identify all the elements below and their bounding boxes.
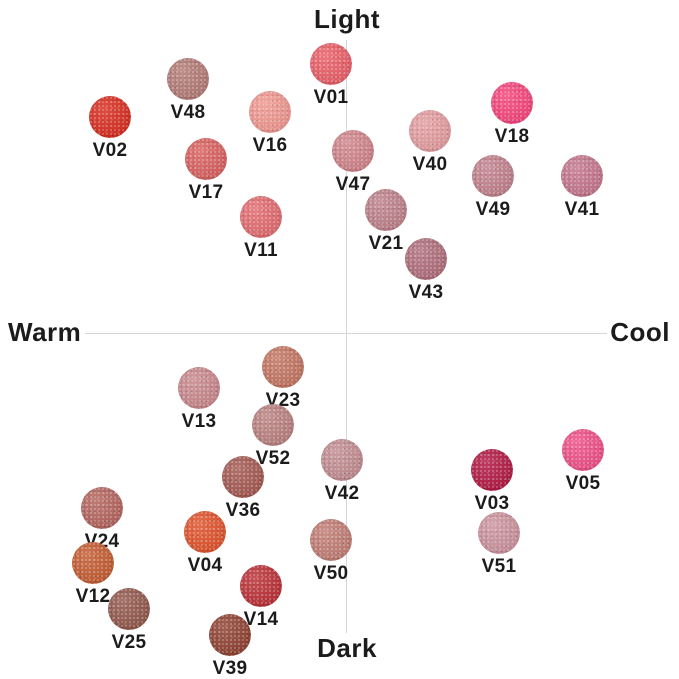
axis-label-light: Light bbox=[313, 4, 381, 34]
swatch-v11: V11 bbox=[240, 196, 282, 262]
swatch-color-circle-v39 bbox=[209, 614, 251, 656]
light-dark-axis-line bbox=[346, 40, 347, 633]
swatch-label-v05: V05 bbox=[565, 473, 601, 494]
swatch-v36: V36 bbox=[222, 456, 264, 522]
swatch-label-v14: V14 bbox=[243, 609, 279, 630]
swatch-v01: V01 bbox=[310, 43, 352, 109]
swatch-label-v04: V04 bbox=[187, 555, 223, 576]
swatch-v21: V21 bbox=[365, 189, 407, 255]
swatch-v16: V16 bbox=[249, 91, 291, 157]
swatch-color-circle-v12 bbox=[72, 542, 114, 584]
swatch-color-circle-v43 bbox=[405, 238, 447, 280]
swatch-v14: V14 bbox=[240, 565, 282, 631]
swatch-v40: V40 bbox=[409, 110, 451, 176]
swatch-color-circle-v49 bbox=[472, 155, 514, 197]
swatch-label-v40: V40 bbox=[412, 154, 448, 175]
swatch-v41: V41 bbox=[561, 155, 603, 221]
swatch-label-v16: V16 bbox=[252, 135, 288, 156]
swatch-color-circle-v21 bbox=[365, 189, 407, 231]
swatch-label-v11: V11 bbox=[244, 240, 278, 261]
swatch-v12: V12 bbox=[72, 542, 114, 608]
swatch-v02: V02 bbox=[89, 96, 131, 162]
swatch-color-circle-v13 bbox=[178, 367, 220, 409]
swatch-label-v42: V42 bbox=[324, 483, 360, 504]
swatch-label-v17: V17 bbox=[188, 182, 224, 203]
swatch-color-circle-v04 bbox=[184, 511, 226, 553]
swatch-v23: V23 bbox=[262, 346, 304, 412]
swatch-label-v41: V41 bbox=[564, 199, 600, 220]
swatch-v04: V04 bbox=[184, 511, 226, 577]
swatch-color-circle-v36 bbox=[222, 456, 264, 498]
swatch-color-circle-v25 bbox=[108, 588, 150, 630]
swatch-v42: V42 bbox=[321, 439, 363, 505]
swatch-label-v52: V52 bbox=[255, 448, 291, 469]
swatch-label-v43: V43 bbox=[408, 282, 444, 303]
swatch-label-v25: V25 bbox=[111, 632, 147, 653]
swatch-v25: V25 bbox=[108, 588, 150, 654]
swatch-label-v18: V18 bbox=[494, 126, 530, 147]
swatch-color-circle-v40 bbox=[409, 110, 451, 152]
axis-label-warm: Warm bbox=[8, 317, 82, 347]
swatch-v48: V48 bbox=[167, 58, 209, 124]
swatch-color-circle-v05 bbox=[562, 429, 604, 471]
swatch-v51: V51 bbox=[478, 512, 520, 578]
swatch-label-v02: V02 bbox=[92, 140, 128, 161]
swatch-color-circle-v03 bbox=[471, 449, 513, 491]
swatch-color-circle-v24 bbox=[81, 487, 123, 529]
swatch-label-v12: V12 bbox=[75, 586, 111, 607]
swatch-color-circle-v51 bbox=[478, 512, 520, 554]
swatch-color-circle-v17 bbox=[185, 138, 227, 180]
swatch-v52: V52 bbox=[252, 404, 294, 470]
swatch-label-v03: V03 bbox=[474, 493, 510, 514]
axis-label-dark: Dark bbox=[317, 633, 377, 663]
swatch-color-circle-v16 bbox=[249, 91, 291, 133]
swatch-v17: V17 bbox=[185, 138, 227, 204]
swatch-v24: V24 bbox=[81, 487, 123, 553]
swatch-color-circle-v42 bbox=[321, 439, 363, 481]
swatch-label-v49: V49 bbox=[475, 199, 511, 220]
swatch-color-circle-v47 bbox=[332, 130, 374, 172]
swatch-v49: V49 bbox=[472, 155, 514, 221]
swatch-v47: V47 bbox=[332, 130, 374, 196]
swatch-label-v13: V13 bbox=[181, 411, 217, 432]
swatch-label-v39: V39 bbox=[212, 658, 248, 679]
swatch-label-v47: V47 bbox=[335, 174, 371, 195]
swatch-color-circle-v02 bbox=[89, 96, 131, 138]
swatch-label-v01: V01 bbox=[313, 87, 349, 108]
swatch-label-v21: V21 bbox=[368, 233, 404, 254]
swatch-label-v36: V36 bbox=[225, 500, 261, 521]
swatch-v18: V18 bbox=[491, 82, 533, 148]
swatch-v39: V39 bbox=[209, 614, 251, 679]
swatch-v03: V03 bbox=[471, 449, 513, 515]
swatch-v43: V43 bbox=[405, 238, 447, 304]
swatch-color-circle-v14 bbox=[240, 565, 282, 607]
swatch-color-circle-v48 bbox=[167, 58, 209, 100]
swatch-v05: V05 bbox=[562, 429, 604, 495]
swatch-color-circle-v01 bbox=[310, 43, 352, 85]
swatch-label-v48: V48 bbox=[170, 102, 206, 123]
swatch-color-circle-v23 bbox=[262, 346, 304, 388]
swatch-v13: V13 bbox=[178, 367, 220, 433]
swatch-color-circle-v52 bbox=[252, 404, 294, 446]
swatch-label-v50: V50 bbox=[313, 563, 349, 584]
axis-label-cool: Cool bbox=[610, 317, 670, 347]
swatch-color-circle-v50 bbox=[310, 519, 352, 561]
swatch-color-circle-v41 bbox=[561, 155, 603, 197]
swatch-label-v51: V51 bbox=[481, 556, 517, 577]
swatch-v50: V50 bbox=[310, 519, 352, 585]
swatch-color-circle-v11 bbox=[240, 196, 282, 238]
swatch-color-circle-v18 bbox=[491, 82, 533, 124]
